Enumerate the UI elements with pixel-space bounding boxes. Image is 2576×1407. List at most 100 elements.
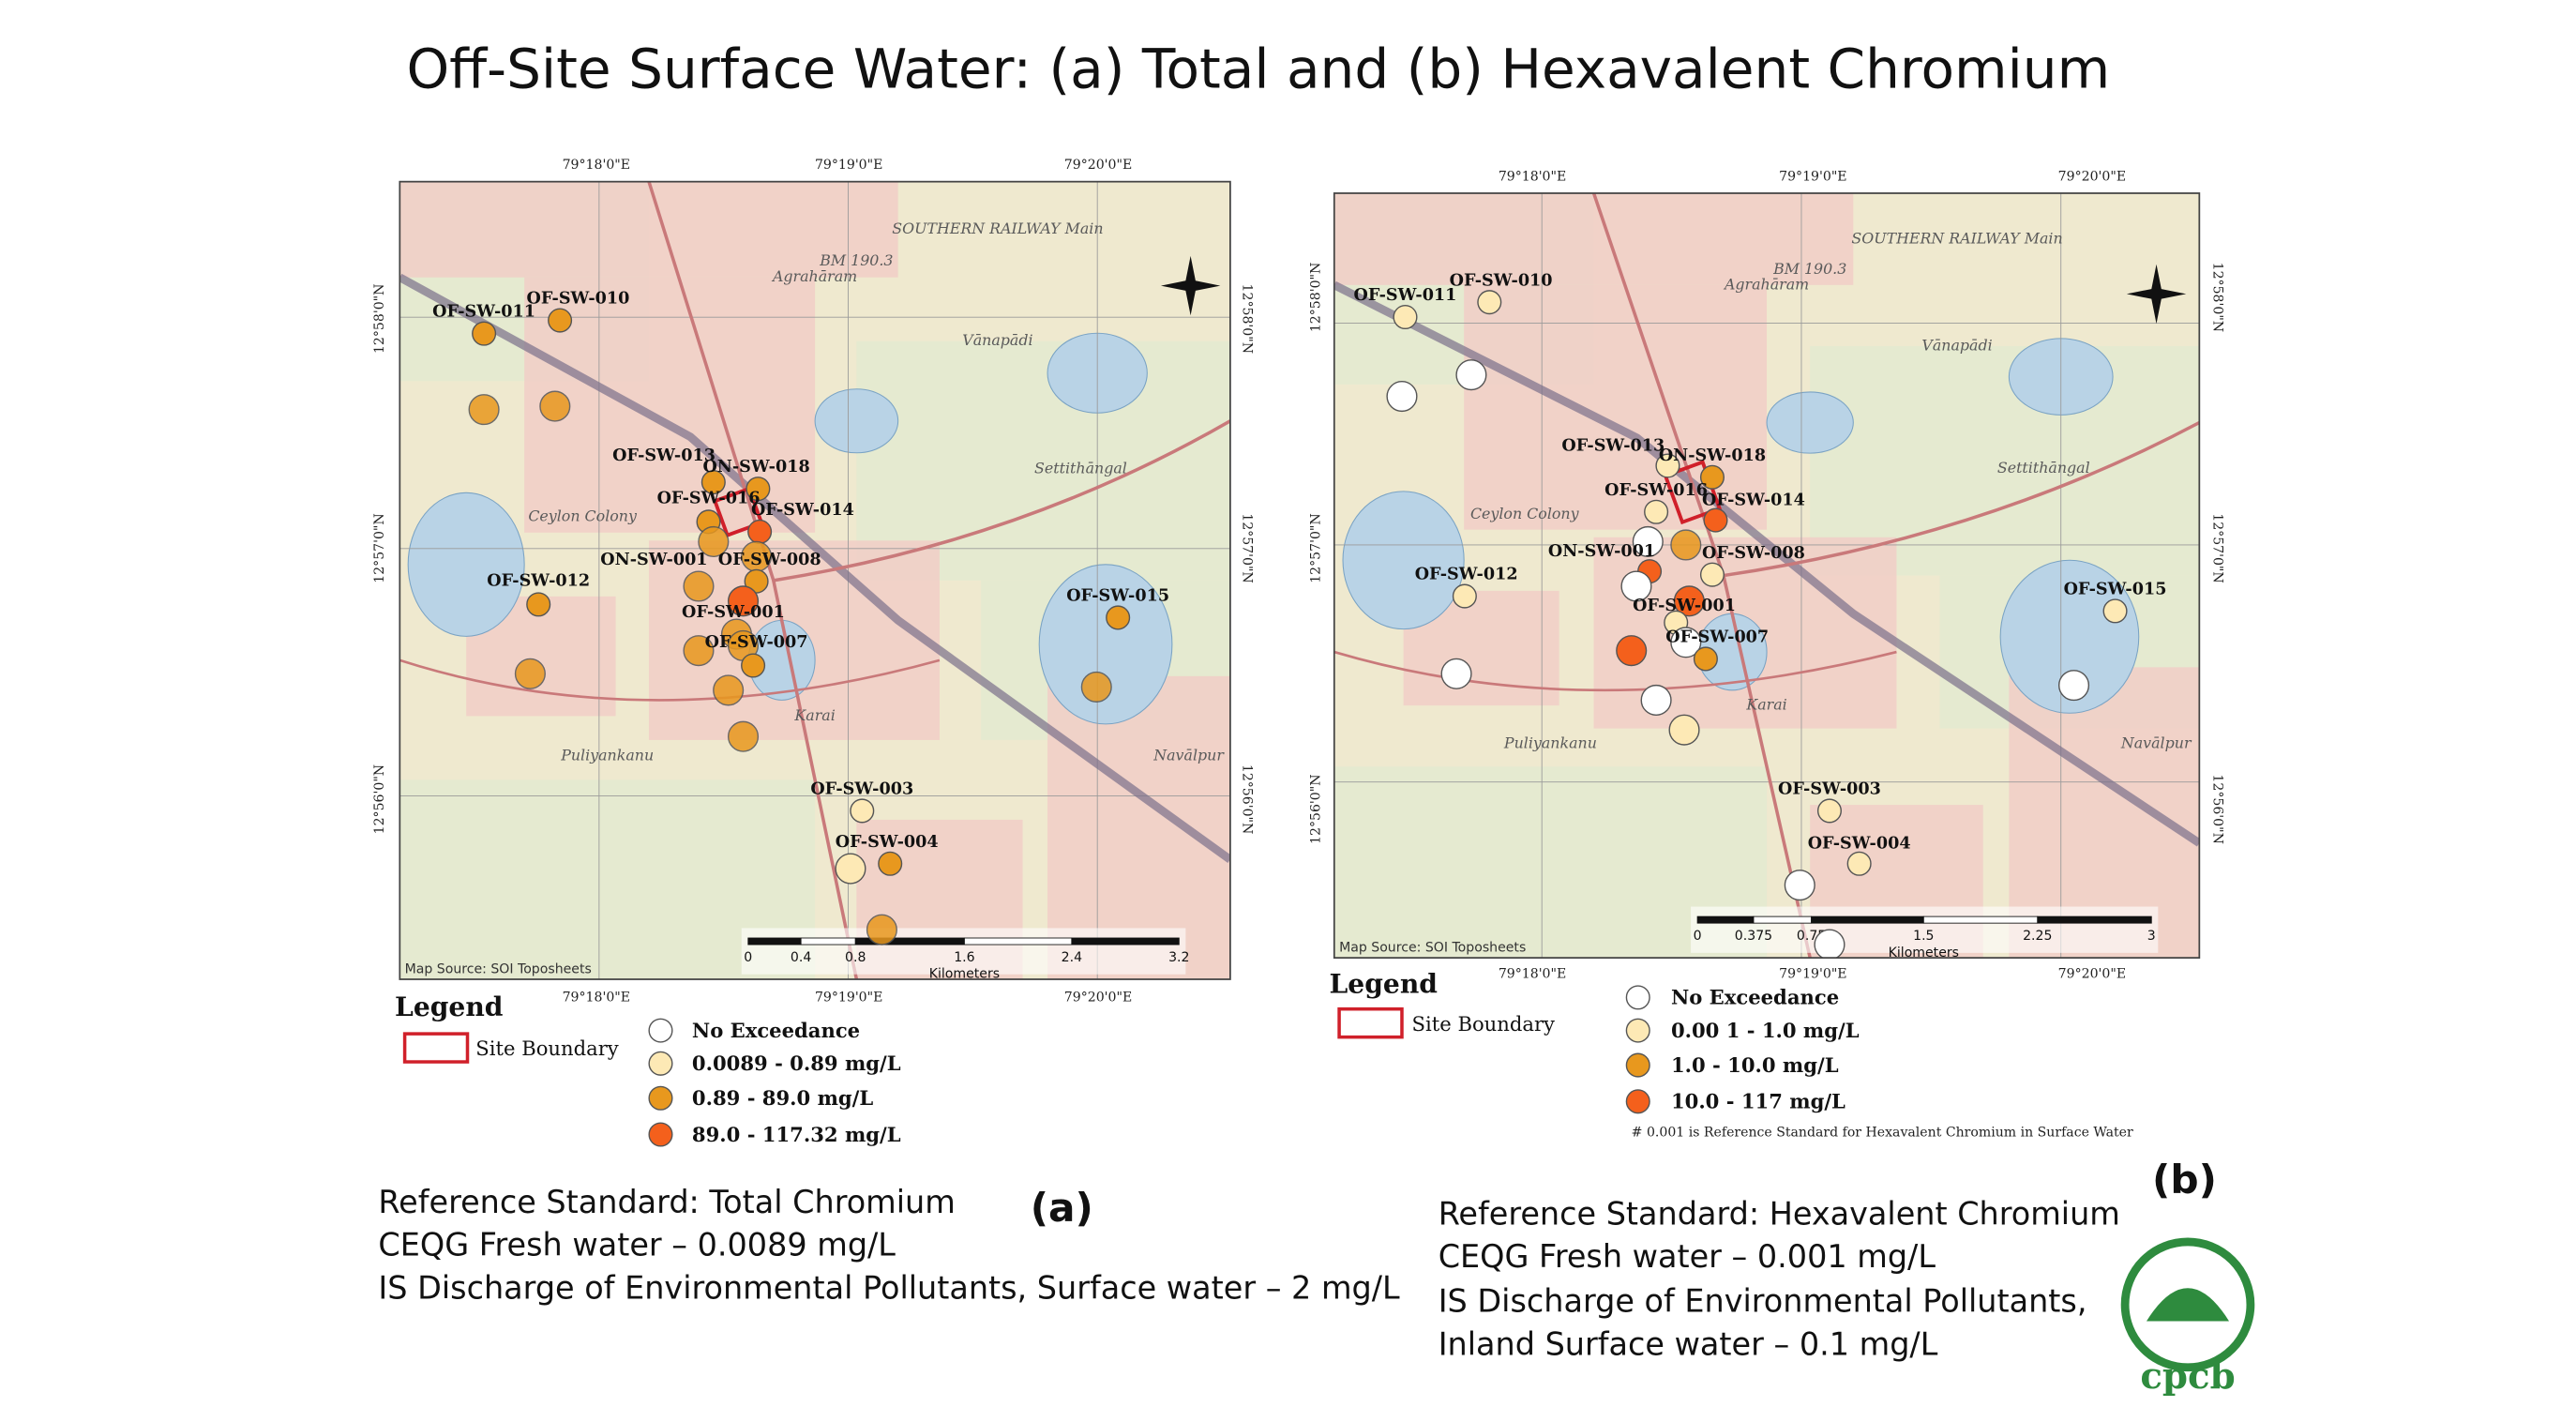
legend-label: 0.89 - 89.0 mg/L: [692, 1086, 873, 1110]
coord-label: 79°20'0"E: [2058, 169, 2126, 184]
site-label: OF-SW-012: [1415, 565, 1518, 584]
coord-label: 79°18'0"E: [1499, 967, 1566, 982]
sample-marker: [1632, 525, 1664, 558]
sample-marker: [878, 851, 903, 876]
reference-line: Inland Surface water – 0.1 mg/L: [1439, 1325, 1938, 1362]
logo-text: cpcb: [2140, 1355, 2235, 1398]
map-panel: BM 190.3 SOUTHERN RAILWAY Main Agrahāram Vā…: [372, 158, 1400, 1306]
sample-marker: [468, 394, 500, 426]
sample-marker: [683, 635, 715, 667]
compass: [1160, 255, 1221, 316]
legend-swatch: [1625, 1018, 1650, 1043]
coord-label: 12°57'0"N: [1308, 513, 1323, 582]
place-name: Ceylon Colony: [1470, 505, 1580, 522]
scale-tick-label: 0: [1694, 929, 1702, 944]
legend-label: No Exceedance: [1671, 986, 1839, 1009]
site-label: ON-SW-018: [702, 457, 809, 477]
map-source: Map Source: SOI Toposheets: [405, 961, 592, 976]
site-label: OF-SW-001: [682, 602, 785, 622]
site-boundary: [712, 486, 764, 538]
scale-bar-back: [741, 928, 1186, 975]
panel-label: (b): [2152, 1157, 2217, 1203]
urban-area: [399, 181, 898, 278]
place-name: BM 190.3: [819, 251, 893, 269]
sample-marker: [1640, 684, 1672, 717]
site-label: OF-SW-003: [810, 779, 913, 799]
place-name: BM 190.3: [1772, 260, 1846, 278]
sample-marker: [1699, 562, 1725, 587]
place-name: SOUTHERN RAILWAY Main: [892, 219, 1103, 237]
scale-tick-label: 3.2: [1168, 950, 1189, 965]
legend-swatch: [1625, 1089, 1650, 1114]
site-label: ON-SW-001: [1548, 541, 1655, 561]
coord-label: 79°18'0"E: [563, 990, 630, 1005]
legend-swatch: [648, 1018, 673, 1043]
place-name: Ceylon Colony: [528, 507, 638, 524]
site-label: OF-SW-010: [1450, 270, 1553, 290]
place-name: Karai: [793, 706, 835, 724]
sample-marker: [1814, 929, 1845, 959]
coord-label: 79°19'0"E: [815, 990, 882, 1005]
sample-marker: [1452, 583, 1477, 609]
logo-ring: [2120, 1237, 2255, 1372]
scale-bar-segment: [1696, 915, 1755, 924]
sample-marker: [1386, 380, 1418, 413]
sample-marker: [1846, 851, 1872, 876]
legend-boundary-symbol: [1337, 1006, 1404, 1039]
scale-bar-segment: [1922, 915, 2039, 924]
coord-label: 12°58'0"N: [2210, 263, 2225, 333]
water-body: [1766, 391, 1854, 454]
sample-marker: [1477, 290, 1502, 315]
site-label: ON-SW-001: [600, 550, 707, 569]
scale-unit: Kilometers: [929, 967, 1000, 982]
coord-label: 79°19'0"E: [1779, 967, 1846, 982]
place-name: Settithāngal: [1997, 459, 2090, 477]
sample-marker: [866, 914, 897, 946]
place-name: Vānapādi: [962, 331, 1032, 349]
road: [399, 658, 941, 702]
reference-line: IS Discharge of Environmental Pollutants…: [1439, 1283, 2087, 1320]
scale-tick-label: 0.375: [1735, 929, 1772, 944]
sample-marker: [526, 592, 551, 617]
sample-marker: [1670, 529, 1702, 561]
place-name: Puliyankanu: [1503, 734, 1597, 751]
sample-marker: [1616, 635, 1648, 667]
site-label: OF-SW-004: [1808, 834, 1911, 854]
sample-marker: [2102, 598, 2128, 624]
site-label: OF-SW-008: [718, 550, 821, 569]
sample-marker: [1644, 499, 1669, 524]
sample-marker: [1703, 507, 1728, 533]
scale-bar-segment: [1753, 915, 1813, 924]
sample-marker: [1655, 453, 1680, 478]
site-label: OF-SW-015: [1066, 586, 1169, 606]
sample-marker: [850, 798, 875, 824]
coord-label: 12°56'0"N: [372, 764, 387, 835]
legend-label: 10.0 - 117 mg/L: [1671, 1090, 1845, 1113]
sample-marker: [747, 519, 773, 544]
coord-label: 79°19'0"E: [1779, 169, 1846, 184]
sample-marker: [1455, 359, 1487, 391]
road: [1723, 420, 2200, 578]
scale-bar-segment: [800, 937, 856, 946]
water-body: [814, 388, 899, 454]
site-label: OF-SW-008: [1702, 543, 1805, 563]
place-name: Navālpur: [2120, 734, 2192, 751]
legend-swatch: [1625, 985, 1650, 1010]
place-name: SOUTHERN RAILWAY Main: [1851, 229, 2062, 247]
site-label: OF-SW-007: [1665, 628, 1769, 647]
scale-tick-label: 2.25: [2023, 929, 2052, 944]
site-label: OF-SW-007: [705, 632, 808, 652]
sample-marker: [741, 653, 766, 678]
scale-tick-label: 1.5: [1913, 929, 1934, 944]
sample-marker: [1816, 798, 1842, 824]
scale-tick-label: 3: [2147, 929, 2156, 944]
site-label: OF-SW-016: [657, 489, 761, 508]
place-name: Settithāngal: [1034, 459, 1127, 477]
site-label: OF-SW-004: [836, 832, 939, 852]
railway: [1333, 280, 2200, 847]
scale-bar-segment: [2037, 915, 2152, 924]
urban-area: [1464, 284, 1768, 530]
water-body: [407, 492, 525, 637]
legend-swatch: [648, 1085, 673, 1111]
site-label: OF-SW-014: [751, 500, 854, 520]
